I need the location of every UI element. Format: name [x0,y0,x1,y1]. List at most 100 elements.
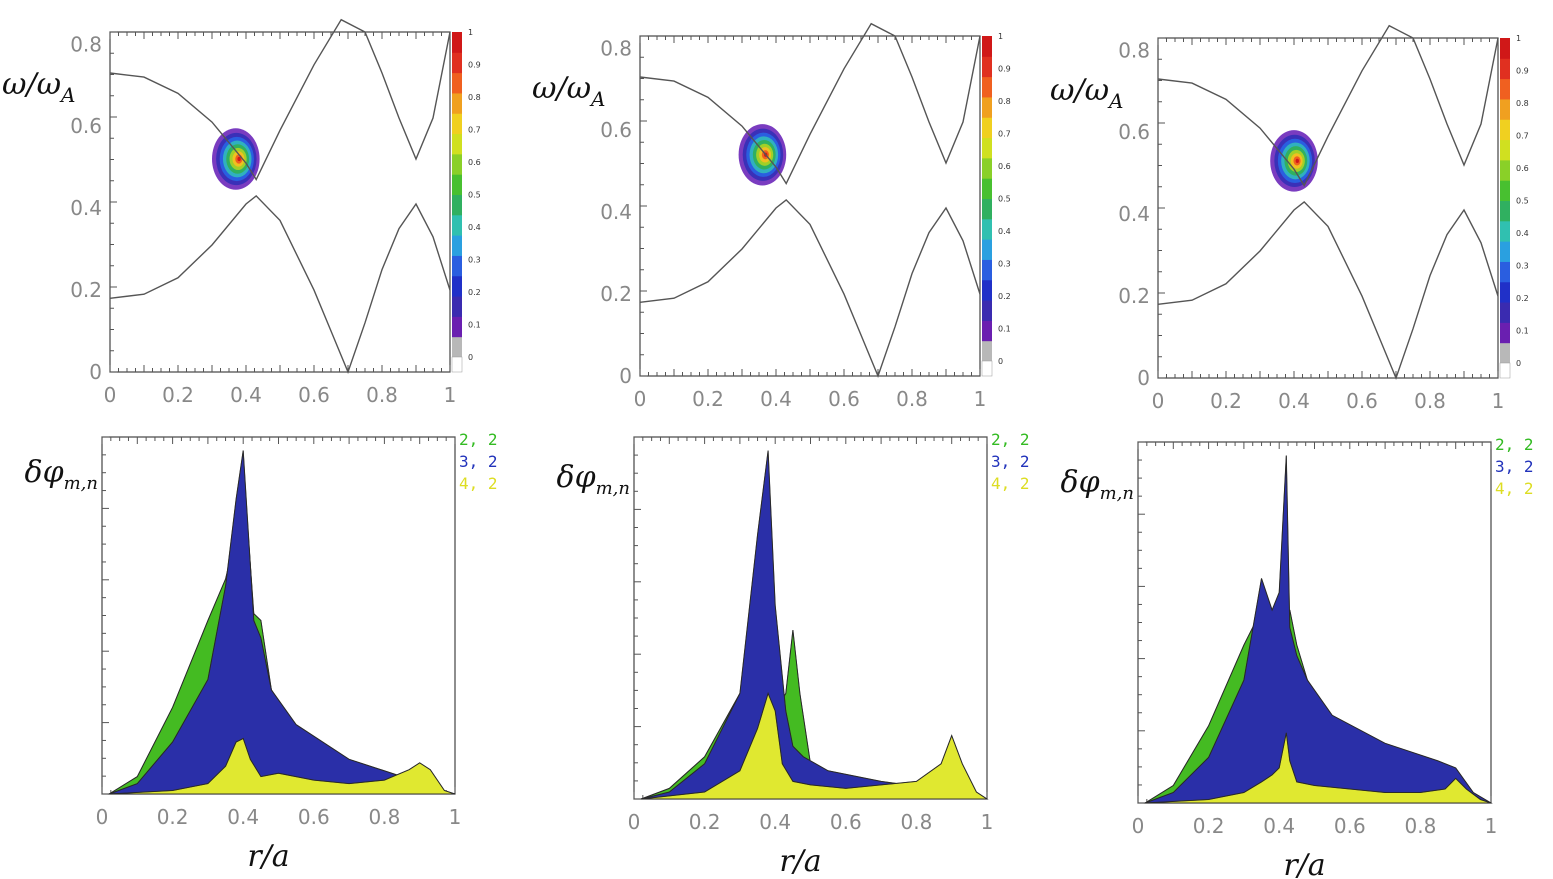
plot-frame-top-3 [1157,37,1499,379]
x-tick-label-top-1: 0 [104,383,117,407]
legend-entry-1: 3, 2 [459,452,498,471]
continuum-lower-1 [109,194,451,374]
y-tick-label-top-1: 0.4 [70,196,102,220]
x-axis-label-2: r/a [779,844,821,879]
colorbar-label-2: 0.5 [998,195,1011,204]
colorbar-swatch-1 [452,92,462,114]
y-tick-label-top-2: 0.4 [600,200,632,224]
colorbar-label-1: 0 [468,353,473,362]
x-tick-label-bottom-3: 0.4 [1263,814,1295,838]
x-tick-label-top-1: 0.6 [298,383,330,407]
legend-entry-3: 2, 2 [1495,435,1534,454]
y-axis-label-bottom-3: δφm,n [1061,465,1134,504]
legend-entry-3: 3, 2 [1495,457,1534,476]
legend-entry-1: 4, 2 [459,474,498,493]
continuum-lower-3 [1157,200,1499,380]
colorbar-label-2: 0.7 [998,130,1011,139]
plot-frame-bottom-2 [633,436,988,800]
colorbar-label-3: 0.8 [1516,99,1529,108]
y-tick-label-top-3: 0.8 [1118,38,1150,62]
plot-frame-top-1 [109,31,451,373]
y-tick-label-top-2: 0.6 [600,118,632,142]
colorbar-zero-1 [451,356,463,373]
colorbar-label-3: 0.1 [1516,327,1529,336]
y-tick-label-top-3: 0 [1137,366,1150,390]
colorbar-label-1: 0.6 [468,158,481,167]
x-tick-label-bottom-3: 0.2 [1193,814,1225,838]
colorbar-label-3: 0 [1516,359,1521,368]
y-tick-label-top-2: 0.8 [600,36,632,60]
x-tick-label-top-3: 1 [1492,389,1505,413]
colorbar-label-1: 0.7 [468,126,481,135]
y-axis-label-subscript: A [59,83,75,107]
colorbar-swatch-1 [452,255,462,277]
colorbar-label-2: 0.1 [998,325,1011,334]
colorbar-swatch-3 [1500,119,1510,141]
x-tick-label-top-3: 0.6 [1346,389,1378,413]
colorbar-label-1: 0.8 [468,93,481,102]
continuum-lower-2 [639,198,981,378]
x-tick-label-bottom-2: 1 [981,810,994,834]
top-2-ticks [639,35,981,377]
colorbar-swatch-3 [1500,159,1510,181]
colorbar-swatch-2 [982,96,992,118]
colorbar-swatch-3 [1500,200,1510,222]
colorbar-swatch-1 [452,113,462,135]
plot-frame-top-2 [639,35,981,377]
x-tick-label-bottom-2: 0.8 [900,810,932,834]
colorbar-label-1: 0.3 [468,256,481,265]
y-tick-label-top-3: 0.4 [1118,202,1150,226]
colorbar-swatch-1 [452,32,462,53]
y-axis-label-top-2: ω/ωA [532,71,606,111]
y-tick-label-top-2: 0 [619,364,632,388]
colorbar-zero-3 [1499,362,1511,379]
hotspot-layer-1-8 [237,156,241,162]
x-tick-label-bottom-1: 1 [449,805,462,829]
x-tick-label-top-1: 0.8 [366,383,398,407]
colorbar-swatch-3 [1500,58,1510,80]
colorbar-swatch-1 [452,235,462,256]
y-tick-label-top-1: 0.6 [70,114,102,138]
colorbar-swatch-3 [1500,139,1510,161]
x-tick-label-bottom-1: 0.8 [368,805,400,829]
y-axis-label-subscript: A [1107,89,1123,113]
colorbar-label-3: 1 [1516,34,1521,43]
x-tick-label-top-2: 0.6 [828,387,860,411]
legend-entry-2: 4, 2 [991,474,1030,493]
x-tick-label-top-2: 0.8 [896,387,928,411]
legend-entry-2: 3, 2 [991,452,1030,471]
y-axis-label-subscript: m,n [1100,483,1134,504]
colorbar-swatch-1 [452,133,462,155]
x-tick-label-bottom-1: 0.2 [157,805,189,829]
colorbar-swatch-1 [452,316,462,338]
colorbar-swatch-1 [452,296,462,317]
colorbar-label-1: 0.5 [468,191,481,200]
colorbar-swatch-3 [1500,281,1510,303]
colorbar-swatch-2 [982,340,992,362]
colorbar-label-3: 0.5 [1516,197,1529,206]
x-tick-label-bottom-2: 0.4 [759,810,791,834]
x-tick-label-top-2: 1 [974,387,987,411]
y-axis-label-bottom-2: δφm,n [557,460,630,499]
colorbar-swatch-2 [982,259,992,281]
colorbar-swatch-2 [982,157,992,179]
x-tick-label-top-3: 0.4 [1278,389,1310,413]
y-tick-label-top-1: 0 [89,360,102,384]
y-axis-label-bottom-1: δφm,n [25,455,98,494]
mode-line-4-2-3 [1145,732,1492,804]
colorbar-swatch-2 [982,300,992,321]
colorbar-swatch-2 [982,198,992,220]
colorbar-label-2: 0.6 [998,162,1011,171]
colorbar-swatch-1 [452,214,462,236]
colorbar-zero-2 [981,360,993,377]
colorbar-swatch-1 [452,52,462,74]
colorbar-label-3: 0.2 [1516,294,1529,303]
colorbar-swatch-2 [982,279,992,301]
x-tick-label-bottom-3: 0 [1132,814,1145,838]
y-axis-label-top-1: ω/ωA [2,67,76,107]
x-tick-label-bottom-1: 0.4 [227,805,259,829]
colorbar-label-2: 0.8 [998,97,1011,106]
colorbar-swatch-2 [982,76,992,98]
colorbar-swatch-3 [1500,220,1510,242]
